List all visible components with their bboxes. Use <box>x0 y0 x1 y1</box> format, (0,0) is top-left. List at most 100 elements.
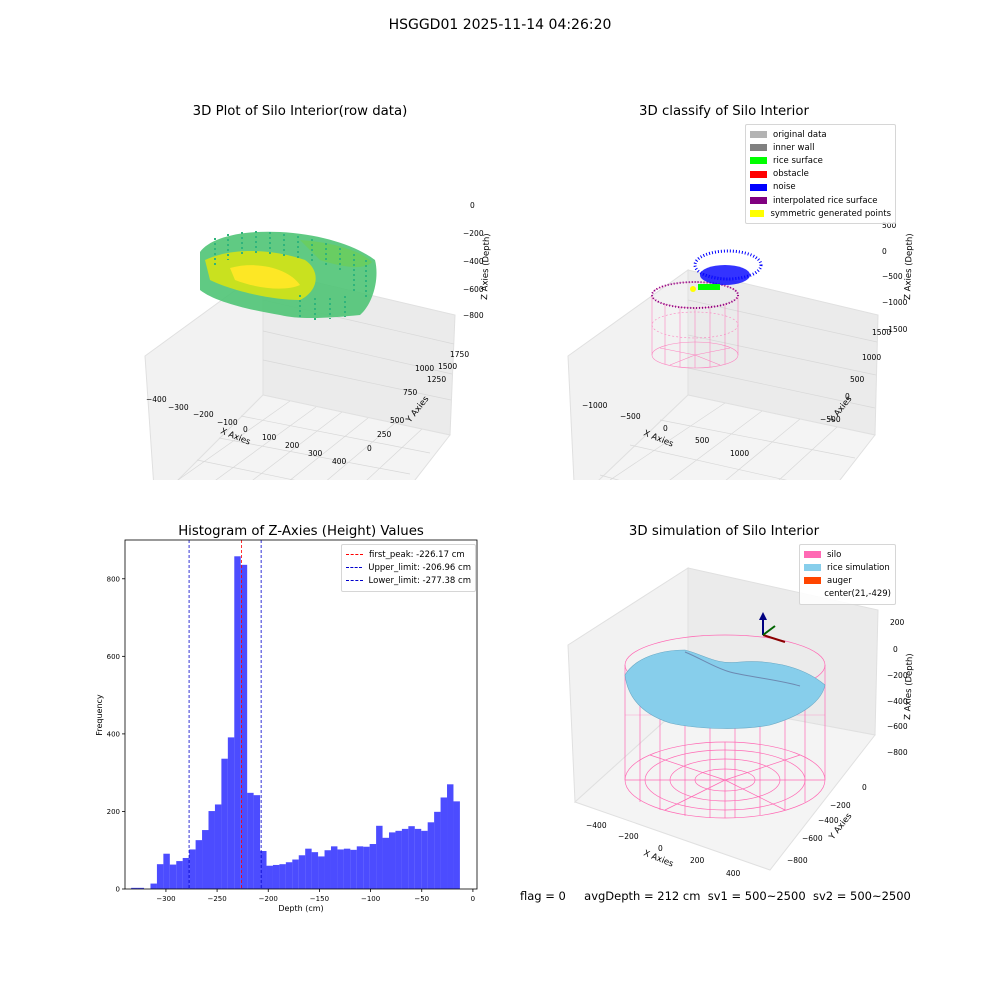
y-tick-label: 800 <box>107 575 120 583</box>
raw-x-tick: −100 <box>217 418 238 427</box>
legend-item: symmetric generated points <box>750 207 891 220</box>
legend-label: obstacle <box>773 169 809 180</box>
raw-x-tick: −400 <box>146 395 167 404</box>
simulation-z-label: Z Axies (Depth) <box>903 653 915 720</box>
simulation-z-tick: −600 <box>887 722 908 731</box>
simulation-x-tick: 400 <box>726 869 741 878</box>
histogram-bar <box>363 846 370 889</box>
histogram-bar <box>182 857 190 889</box>
histogram-bar <box>421 830 428 889</box>
histogram-bar <box>401 828 409 889</box>
classify-x-tick: 1000 <box>730 449 749 458</box>
y-tick-label: 200 <box>107 808 120 816</box>
legend-item: original data <box>750 128 891 141</box>
histogram-bar <box>305 848 312 889</box>
x-tick-label: −200 <box>259 895 278 903</box>
classify-x-tick: 0 <box>663 424 668 433</box>
histogram-bar <box>247 792 254 889</box>
legend-item: inner wall <box>750 141 891 154</box>
raw-z-tick: −200 <box>463 229 484 238</box>
legend-label: interpolated rice surface <box>773 195 878 206</box>
histogram-bar <box>285 862 293 889</box>
legend-label: noise <box>773 182 796 193</box>
histogram-bar <box>202 830 209 889</box>
footer-sv1: sv1 = 500~2500 <box>707 889 806 903</box>
histogram-legend: first_peak: -226.17 cm Upper_limit: -206… <box>341 544 476 592</box>
x-tick-label: −150 <box>310 895 329 903</box>
classify-z-tick: −1500 <box>882 325 908 334</box>
y-tick-label: 600 <box>107 653 120 661</box>
histogram-bar <box>214 804 222 889</box>
histogram-bar <box>395 830 402 889</box>
histogram-bar <box>337 849 344 889</box>
status-footer: flag = 0 avgDepth = 212 cm sv1 = 500~250… <box>520 889 911 903</box>
histogram-bar <box>343 848 351 889</box>
classify-z-tick: −1000 <box>882 298 908 307</box>
raw-z-ticks: 0 −200 −400 −600 −800 <box>463 201 484 320</box>
footer-flag: flag = 0 <box>520 889 566 903</box>
classify-x-tick: −1000 <box>582 401 608 410</box>
legend-item: silo <box>804 548 891 561</box>
raw-3d-plot: 0 −200 −400 −600 −800 Z Axies (Depth) 0 … <box>144 201 492 480</box>
legend-swatch <box>750 157 767 165</box>
raw-x-tick: 300 <box>308 449 323 458</box>
raw-x-tick: −200 <box>193 410 214 419</box>
legend-label: symmetric generated points <box>770 208 891 219</box>
histogram-plot: −300 −250 −200 −150 −100 −50 0 0 200 400 600 800 D… <box>95 539 478 913</box>
legend-item: obstacle <box>750 168 891 181</box>
classify-grid <box>599 299 878 480</box>
classify-y-tick: 500 <box>850 375 865 384</box>
histogram-bar <box>389 832 396 889</box>
histogram-bar <box>408 826 415 889</box>
histogram-bar <box>272 864 280 889</box>
raw-y-tick: 250 <box>377 430 392 439</box>
legend-item: rice simulation <box>804 561 891 574</box>
legend-item: Upper_limit: -206.96 cm <box>346 561 471 574</box>
classify-y-ticks: −500 0 500 1000 1500 <box>820 328 891 424</box>
classify-3d-plot: 500 0 −500 −1000 −1500 Z Axies (Depth) −… <box>567 221 915 480</box>
simulation-y-tick: −800 <box>787 856 808 865</box>
classify-y-tick: −500 <box>820 415 841 424</box>
histogram-x-label: Depth (cm) <box>278 904 323 913</box>
classify-symmetric-points <box>690 286 696 292</box>
x-tick-label: 0 <box>471 895 475 903</box>
histogram-bar <box>163 853 170 889</box>
classify-z-tick: −500 <box>882 272 903 281</box>
legend-swatch <box>750 210 765 218</box>
raw-z-tick: −400 <box>463 257 484 266</box>
histogram-bar <box>266 865 273 889</box>
classify-rice-surface <box>698 284 720 290</box>
simulation-3d-plot: 200 0 −200 −400 −600 −800 Z Axies (Depth… <box>567 567 915 878</box>
histogram-bar <box>453 801 460 889</box>
simulation-y-tick: 0 <box>862 783 867 792</box>
classify-legend: original data inner wall rice surface ob… <box>745 124 896 225</box>
histogram-bar <box>350 849 357 889</box>
figure-title: HSGGD01 2025-11-14 04:26:20 <box>388 17 612 33</box>
raw-x-tick: 200 <box>285 441 300 450</box>
simulation-y-tick: −200 <box>830 801 851 810</box>
legend-item: noise <box>750 181 891 194</box>
histogram-bar <box>292 859 299 889</box>
classify-x-ticks: −1000 −500 0 500 1000 <box>582 401 749 458</box>
footer-sv2: sv2 = 500~2500 <box>812 889 911 903</box>
simulation-x-tick: −200 <box>618 832 639 841</box>
raw-y-tick: 500 <box>390 416 405 425</box>
raw-panel-title: 3D Plot of Silo Interior(row data) <box>192 104 408 119</box>
simulation-panel-title: 3D simulation of Silo Interior <box>628 524 820 539</box>
x-tick-label: −100 <box>361 895 380 903</box>
simulation-x-tick: −400 <box>586 821 607 830</box>
histogram-bar <box>234 556 241 889</box>
legend-item: first_peak: -226.17 cm <box>346 548 471 561</box>
legend-item: interpolated rice surface <box>750 194 891 207</box>
legend-swatch <box>750 170 767 178</box>
raw-y-tick: 750 <box>403 388 418 397</box>
histogram-bar <box>195 840 203 889</box>
classify-z-ticks: 500 0 −500 −1000 −1500 <box>882 221 908 334</box>
histogram-bar <box>189 849 196 889</box>
classify-silo-wireframe <box>651 281 739 369</box>
legend-swatch <box>750 183 767 191</box>
histogram-bar <box>356 846 364 889</box>
histogram-x-ticks: −300 −250 −200 −150 −100 −50 0 <box>156 889 475 903</box>
histogram-bar <box>382 837 389 889</box>
histogram-bar <box>324 850 331 889</box>
